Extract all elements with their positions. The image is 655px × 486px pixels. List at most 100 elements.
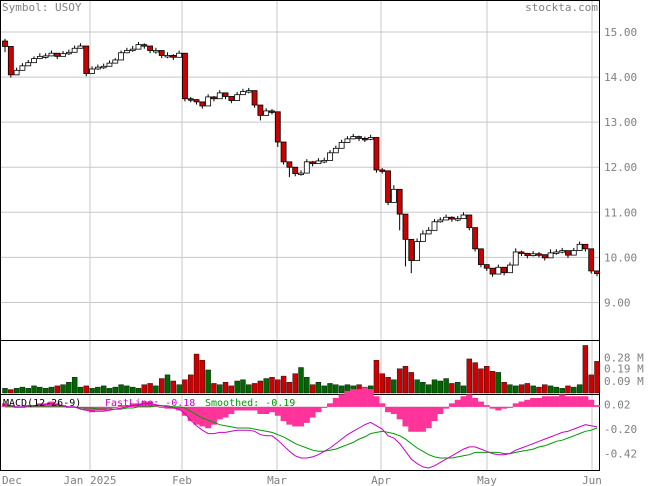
- volume-tick-label: 0.19 M: [604, 363, 644, 376]
- macd-hist-bar: [443, 406, 450, 409]
- volume-bar: [77, 386, 84, 394]
- volume-bar: [164, 374, 171, 394]
- macd-hist-bar: [280, 406, 287, 422]
- volume-bar: [37, 386, 43, 394]
- price-tick-label: 10.00: [604, 251, 637, 264]
- price-tick-label: 15.00: [604, 26, 637, 39]
- candle: [536, 251, 542, 258]
- volume-bar: [60, 384, 66, 394]
- macd-hist-bar: [477, 401, 484, 407]
- candle: [135, 41, 142, 50]
- macd-hist-bar: [512, 403, 519, 407]
- candle: [118, 50, 124, 61]
- volume-bar: [524, 383, 531, 394]
- volume-bar: [257, 380, 264, 394]
- volume-bar: [455, 382, 461, 394]
- macd-fast-line: [4, 403, 598, 469]
- volume-bar: [542, 384, 548, 394]
- candle: [60, 50, 66, 57]
- x-tick-label: May: [477, 474, 497, 486]
- macd-hist-bar: [222, 406, 229, 418]
- volume-bar: [182, 379, 188, 394]
- price-tick-label: 13.00: [604, 116, 637, 129]
- macd-hist-bar: [564, 396, 571, 407]
- candle: [158, 50, 165, 59]
- macd-hist-bar: [112, 406, 119, 408]
- macd-hist-bar: [396, 406, 403, 420]
- volume-bar: [385, 377, 391, 394]
- volume-bar: [280, 375, 287, 394]
- site-label: stockta.com: [525, 1, 598, 14]
- x-tick-label: Apr: [371, 474, 391, 486]
- macd-hist-bar: [286, 406, 293, 425]
- macd-hist-bar: [309, 406, 316, 418]
- x-tick-label: Jun: [582, 474, 602, 486]
- macd-hist-bar: [495, 406, 502, 411]
- candle: [495, 264, 502, 275]
- volume-bar: [559, 388, 565, 394]
- macd-hist-bar: [263, 406, 270, 414]
- candle: [54, 52, 61, 60]
- candle: [292, 166, 299, 177]
- candle: [379, 168, 386, 174]
- volume-bar: [170, 380, 177, 394]
- macd-hist-bar: [274, 406, 281, 416]
- candle: [164, 52, 171, 59]
- candle: [251, 90, 258, 108]
- macd-hist-bar: [489, 406, 496, 409]
- macd-hist-bar: [158, 406, 165, 408]
- macd-hist-bar: [210, 406, 217, 425]
- candle: [263, 108, 270, 116]
- macd-hist-bar: [524, 399, 531, 407]
- candle: [478, 248, 484, 268]
- price-tick-label: 11.00: [604, 206, 637, 219]
- volume-bar: [466, 358, 473, 394]
- volume-bar: [240, 379, 246, 394]
- candle: [280, 141, 287, 165]
- macd-hist-bar: [350, 389, 357, 407]
- macd-hist-bar: [472, 398, 479, 407]
- candle: [129, 46, 136, 52]
- candle: [414, 238, 420, 261]
- macd-plot: [1, 387, 600, 469]
- x-tick-label: Dec: [2, 474, 22, 486]
- volume-bar: [199, 359, 206, 394]
- candle: [89, 66, 95, 74]
- volume-bar: [95, 386, 101, 394]
- macd-hist-bar: [292, 406, 299, 427]
- macd-hist-bar: [535, 398, 542, 407]
- candle: [187, 96, 194, 103]
- volume-bar: [576, 384, 583, 394]
- macd-hist-bar: [106, 406, 113, 409]
- candle: [402, 213, 409, 267]
- volume-bar: [246, 384, 252, 394]
- price-tick-label: 9.00: [604, 296, 631, 309]
- macd-hist-bar: [518, 401, 525, 407]
- candle: [350, 133, 357, 140]
- macd-hist-bar: [408, 406, 415, 432]
- macd-fast-label: FastLine: -0.18: [105, 398, 195, 409]
- candle: [489, 267, 496, 277]
- candle: [48, 50, 55, 57]
- volume-bar: [321, 385, 327, 394]
- macd-hist-bar: [234, 406, 241, 411]
- volume-bar: [100, 385, 107, 394]
- volume-bar: [431, 379, 438, 394]
- candle: [42, 53, 49, 59]
- volume-bar: [333, 384, 339, 394]
- volume-bar: [83, 385, 89, 394]
- candle: [303, 159, 310, 174]
- volume-bar: [217, 384, 223, 394]
- volume-bar: [489, 370, 496, 394]
- x-tick-label: Feb: [172, 474, 192, 486]
- candle: [367, 134, 374, 141]
- candle: [170, 54, 177, 60]
- macd-hist-bar: [147, 401, 154, 407]
- volume-bar: [553, 386, 560, 394]
- candle: [234, 91, 241, 101]
- macd-hist-bar: [228, 406, 235, 414]
- candle: [193, 99, 200, 105]
- candle: [582, 243, 589, 252]
- volume-bar: [373, 359, 380, 394]
- candle: [25, 59, 32, 67]
